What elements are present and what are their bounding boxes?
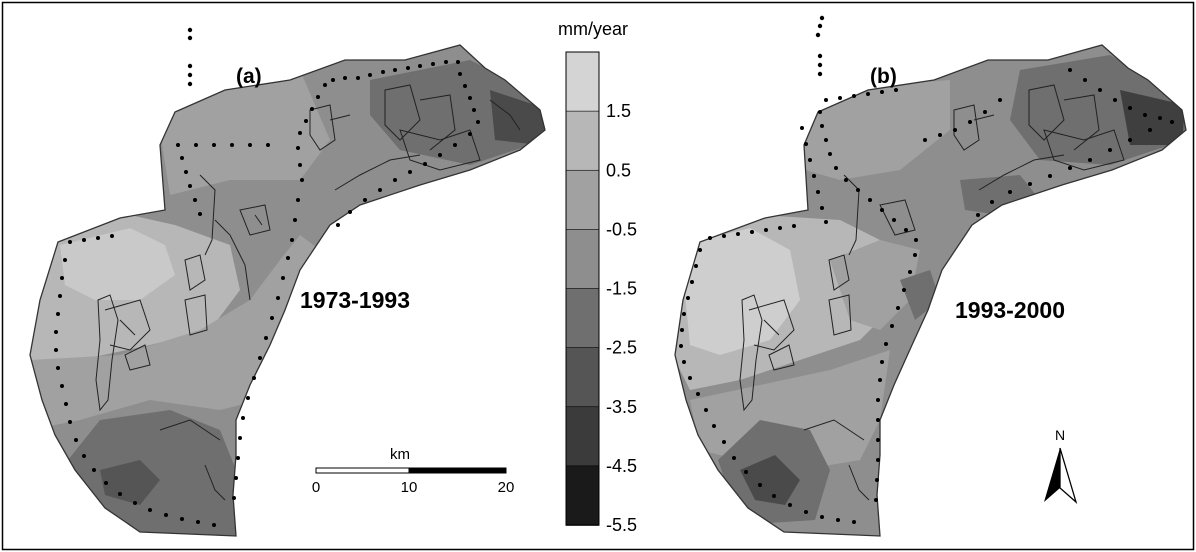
legend-band-2 [565, 169, 600, 231]
period-label-a: 1973-1993 [300, 287, 410, 313]
color-legend: mm/year 1.5 0.5 -0.5 -1.5 -2.5 -3.5 -4.5 -5.5 [558, 19, 637, 535]
legend-band-4 [565, 288, 600, 349]
legend-band-0 [565, 51, 600, 112]
panel-letter-a: (a) [236, 65, 262, 88]
north-arrow: N [1044, 427, 1078, 504]
legend-tick-label: 1.5 [606, 101, 631, 121]
legend-bands [565, 51, 600, 526]
legend-tick-label: -4.5 [606, 456, 637, 476]
benchmark-points-a [54, 27, 480, 527]
north-arrow-icon [1044, 447, 1078, 504]
scale-bar: km 0 10 20 [312, 446, 515, 496]
scale-bar-white-segment [315, 467, 410, 474]
legend-tick-label: 0.5 [606, 160, 631, 180]
contour-fill-a [30, 45, 545, 536]
legend-band-6 [565, 406, 600, 467]
lagoon-features-b [739, 84, 1125, 501]
scale-unit-label: km [390, 446, 410, 463]
lagoon-features-a [95, 84, 521, 501]
legend-tick-labels: 1.5 0.5 -0.5 -1.5 -2.5 -3.5 -4.5 -5.5 [606, 101, 637, 535]
legend-tick-label: -2.5 [606, 338, 637, 358]
period-label-b: 1993-2000 [955, 297, 1065, 323]
legend-tick-label: -0.5 [606, 219, 637, 239]
scale-bar-black-segment [408, 467, 507, 474]
map-panel-a: (a) 1973-1993 [29, 27, 546, 537]
map-panel-b: (b) 1993-2000 [674, 15, 1187, 537]
legend-band-5 [565, 347, 600, 408]
legend-band-1 [565, 110, 600, 172]
scale-tick-20: 20 [498, 479, 515, 496]
north-label: N [1055, 427, 1065, 443]
legend-band-3 [565, 229, 600, 290]
legend-tick-label: -3.5 [606, 397, 637, 417]
legend-border [565, 51, 600, 526]
legend-unit-label: mm/year [558, 19, 628, 39]
scale-tick-0: 0 [312, 479, 320, 496]
panel-letter-b: (b) [870, 65, 897, 88]
scale-tick-10: 10 [401, 479, 418, 496]
legend-tick-label: -1.5 [606, 279, 637, 299]
benchmark-points-b [679, 15, 1174, 524]
legend-tick-label: -5.5 [606, 515, 637, 535]
legend-band-7 [565, 465, 600, 526]
